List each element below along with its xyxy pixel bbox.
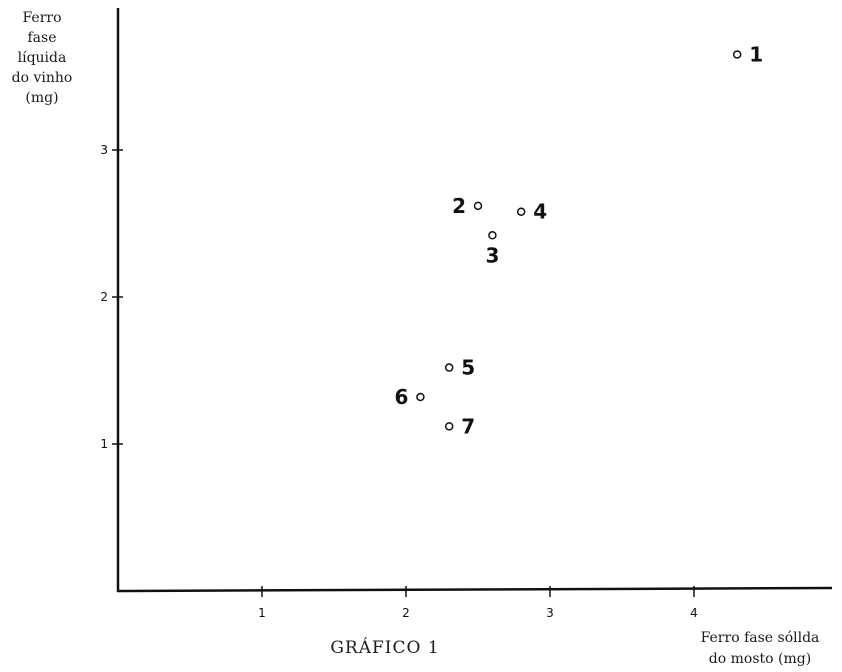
y-tick-label: 2: [100, 290, 108, 304]
data-point: [416, 392, 425, 402]
data-point: [444, 422, 454, 431]
point-label: 3: [485, 243, 499, 267]
point-label: 4: [533, 200, 547, 224]
data-point: [473, 201, 483, 211]
data-point: [516, 207, 526, 216]
data-point: [488, 231, 497, 240]
y-axis-label-line: (mg): [25, 90, 59, 106]
x-axis-label-line: Ferro fase sóllda: [700, 630, 820, 646]
y-axis-label-line: fase: [27, 30, 57, 46]
data-point: [732, 50, 742, 59]
y-axis-label-line: líquida: [17, 50, 67, 66]
point-label: 2: [452, 194, 466, 218]
x-axis-label-line: do mosto (mg): [708, 651, 812, 667]
point-label: 6: [394, 385, 408, 409]
x-tick-label: 2: [402, 606, 410, 620]
x-tick-label: 4: [690, 606, 698, 620]
point-label: 7: [461, 414, 475, 438]
chart-title: GRÁFICO 1: [330, 638, 440, 658]
x-tick-label: 1: [258, 606, 266, 620]
y-tick-label: 3: [100, 143, 108, 157]
y-tick-label: 1: [100, 437, 108, 451]
y-axis-label-line: Ferro: [22, 10, 62, 26]
point-label: 5: [461, 356, 475, 380]
y-axis-label-line: do vinho: [11, 70, 73, 86]
x-axis: [116, 586, 833, 593]
x-tick-label: 3: [546, 606, 554, 620]
point-label: 1: [749, 42, 763, 66]
data-point: [444, 363, 454, 372]
